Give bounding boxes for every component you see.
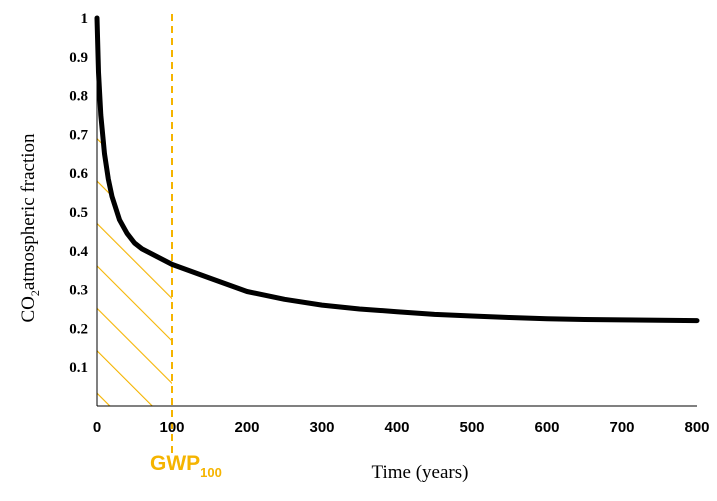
- y-tick-label: 0.1: [69, 360, 88, 376]
- y-axis-title-co: CO: [18, 296, 39, 322]
- y-tick-label: 0.7: [69, 127, 88, 143]
- y-tick-label: 0.5: [69, 205, 88, 221]
- x-tick-labels: 0 100 200 300 400 500 600 700 800: [93, 419, 710, 436]
- x-tick-label: 600: [534, 419, 559, 436]
- y-tick-label: 0.9: [69, 50, 88, 66]
- y-axis-title-sub: 2: [28, 290, 42, 296]
- x-tick-label: 400: [384, 419, 409, 436]
- x-axis-title: Time (years): [372, 462, 469, 483]
- y-tick-label: 0.3: [69, 283, 88, 299]
- x-tick-label: 200: [234, 419, 259, 436]
- y-tick-labels: 0.1 0.2 0.3 0.4 0.5 0.6 0.7 0.8 0.9 1: [69, 11, 88, 376]
- y-axis-title-rest: atmospheric fraction: [18, 133, 39, 290]
- gwp-label-main: GWP: [150, 452, 200, 475]
- y-tick-label: 0.4: [69, 244, 88, 260]
- x-tick-label: 800: [684, 419, 709, 436]
- y-tick-label: 0.2: [69, 321, 88, 337]
- decay-curve-series: [94, 15, 700, 324]
- gwp-label-sub: 100: [200, 465, 222, 480]
- gwp-label: GWP100: [150, 452, 222, 480]
- y-tick-label: 0.8: [69, 89, 88, 105]
- gwp-hatched-area: [97, 18, 172, 406]
- x-tick-label: 700: [609, 419, 634, 436]
- y-axis-title: CO2atmospheric fraction: [18, 133, 42, 323]
- x-tick-label: 500: [459, 419, 484, 436]
- y-tick-label: 1: [81, 11, 89, 27]
- x-tick-label: 100: [159, 419, 184, 436]
- x-tick-label: 300: [309, 419, 334, 436]
- x-tick-label: 0: [93, 419, 101, 436]
- y-tick-label: 0.6: [69, 166, 88, 182]
